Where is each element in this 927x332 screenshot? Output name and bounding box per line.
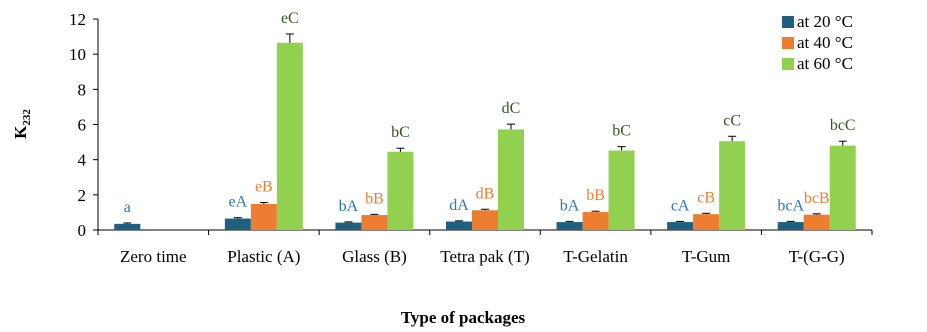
bar — [667, 222, 694, 230]
y-tick-label: 10 — [69, 45, 86, 64]
bar — [803, 214, 830, 230]
bar — [114, 223, 141, 230]
bar — [777, 222, 804, 230]
bar-data-label: cC — [723, 112, 741, 129]
legend-swatch — [782, 58, 794, 70]
y-tick-label: 6 — [78, 116, 87, 135]
error-bars — [123, 33, 847, 224]
x-tick-label: T-Gelatin — [563, 247, 628, 266]
legend: at 20 °C at 40 °C at 60 °C — [782, 12, 853, 73]
bar-data-label: bA — [339, 198, 359, 215]
bar-data-label: dA — [449, 197, 469, 214]
y-axis: 0 2 4 6 8 10 12 — [69, 10, 99, 240]
bar — [719, 141, 746, 230]
y-tick-label: 12 — [69, 10, 86, 29]
bar-data-label: bcA — [777, 197, 804, 214]
bar-data-label: dB — [476, 185, 495, 202]
bar-data-label: bC — [612, 123, 631, 140]
y-axis-title-main: K — [11, 125, 30, 139]
x-tick-label: Tetra pak (T) — [440, 247, 529, 266]
y-tick-label: 8 — [78, 80, 87, 99]
bar — [582, 212, 609, 230]
legend-label: at 60 °C — [797, 54, 853, 73]
bar-data-label: dC — [502, 100, 521, 117]
bar — [276, 42, 303, 230]
x-axis-title: Type of packages — [401, 308, 526, 327]
legend-label: at 40 °C — [797, 33, 853, 52]
bar — [446, 221, 472, 230]
x-axis: Zero time Plastic (A) Glass (B) Tetra pak (… — [97, 229, 873, 266]
bar-data-label: eA — [229, 194, 248, 211]
bar — [693, 214, 720, 230]
bar-data-label: bA — [560, 197, 580, 214]
x-tick-label: Zero time — [120, 247, 187, 266]
y-tick-label: 4 — [78, 151, 87, 170]
x-tick-label: Glass (B) — [342, 247, 407, 266]
legend-swatch — [782, 37, 794, 49]
bar — [829, 145, 856, 230]
bar-data-label: cB — [697, 189, 715, 206]
bar-data-label: bB — [586, 187, 605, 204]
bar-data-label: bcB — [804, 190, 830, 207]
x-tick-label: T-Gum — [682, 247, 731, 266]
bar — [472, 210, 498, 230]
bar — [556, 222, 583, 230]
y-axis-title: K232 — [11, 109, 33, 139]
legend-swatch — [782, 16, 794, 28]
bar — [224, 218, 251, 230]
bar-data-label: bcC — [830, 117, 856, 134]
y-tick-label: 0 — [78, 221, 87, 240]
bar — [335, 222, 362, 230]
y-tick-label: 2 — [78, 186, 87, 205]
x-tick-label: Plastic (A) — [227, 247, 300, 266]
bar — [250, 203, 277, 230]
bar-data-label: a — [124, 199, 131, 216]
bar-data-label: cA — [671, 197, 690, 214]
bar-data-label: bB — [365, 190, 384, 207]
bar-data-label: bC — [391, 124, 410, 141]
bars — [114, 42, 856, 230]
bar-labels: a eA bA dA bA cA bcA eB bB dB bB cB bcB eC bC dC bC cC bcC — [124, 10, 856, 216]
bar — [387, 151, 414, 230]
legend-label: at 20 °C — [797, 12, 853, 31]
bar — [498, 129, 524, 230]
bar-data-label: eB — [255, 179, 273, 196]
y-axis-title-subscript: 232 — [21, 109, 33, 126]
bar — [608, 150, 635, 230]
bar — [361, 215, 388, 230]
x-tick-label: T-(G-G) — [789, 247, 845, 266]
bar-data-label: eC — [281, 10, 299, 27]
